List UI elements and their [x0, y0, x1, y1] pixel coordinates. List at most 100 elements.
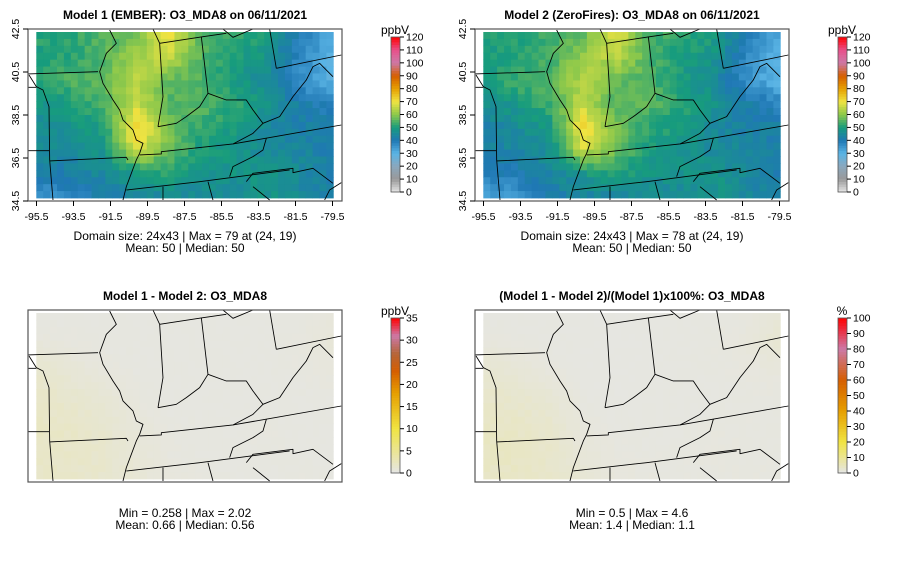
colorbar-segment	[391, 124, 400, 128]
heatmap-cell	[538, 430, 546, 438]
heatmap-cell	[621, 451, 629, 459]
heatmap-cell	[642, 94, 650, 102]
heatmap-cell	[312, 149, 320, 157]
heatmap-cell	[538, 354, 546, 362]
heatmap-cell	[291, 170, 300, 178]
heatmap-cell	[607, 87, 615, 95]
heatmap-cell	[126, 52, 134, 61]
colorbar-segment	[391, 449, 400, 453]
heatmap-cell	[236, 184, 244, 192]
heatmap-cell	[291, 52, 300, 61]
heatmap-cell	[662, 170, 671, 178]
colorbar-segment	[391, 330, 400, 334]
heatmap-cell	[614, 170, 622, 178]
heatmap-cell	[600, 451, 609, 459]
heatmap-cell	[243, 101, 251, 109]
heatmap-cell	[731, 458, 740, 466]
heatmap-cell	[63, 135, 72, 144]
heatmap-cell	[676, 326, 685, 335]
heatmap-cell	[752, 444, 760, 452]
heatmap-cell	[704, 156, 712, 164]
heatmap-cell	[105, 177, 113, 185]
heatmap-cell	[264, 191, 272, 199]
colorbar-segment	[838, 387, 847, 391]
heatmap-cell	[738, 375, 747, 383]
colorbar-segment	[391, 333, 400, 337]
heatmap-cell	[181, 156, 189, 164]
heatmap-cell	[545, 368, 553, 376]
heatmap-cell	[497, 354, 505, 362]
heatmap-cell	[497, 347, 505, 355]
heatmap-cell	[50, 396, 58, 404]
heatmap-cell	[312, 128, 320, 137]
heatmap-cell	[531, 423, 539, 431]
heatmap-cell	[559, 177, 567, 185]
heatmap-cell	[167, 128, 175, 137]
heatmap-cell	[510, 375, 519, 383]
heatmap-cell	[697, 402, 705, 411]
heatmap-cell	[600, 59, 609, 67]
heatmap-cell	[738, 409, 747, 418]
heatmap-cell	[139, 80, 148, 88]
heatmap-cell	[773, 402, 781, 411]
heatmap-cell	[649, 59, 657, 67]
heatmap-cell	[133, 101, 141, 109]
colorbar-tick-label: 90	[853, 328, 865, 340]
heatmap-cell	[745, 52, 754, 61]
heatmap-cell	[635, 319, 643, 328]
heatmap-cell	[573, 326, 581, 335]
heatmap-cell	[662, 177, 671, 185]
heatmap-cell	[43, 465, 51, 473]
heatmap-cell	[264, 170, 272, 178]
heatmap-cell	[278, 163, 286, 171]
heatmap-cell	[552, 444, 560, 452]
heatmap-cell	[683, 472, 691, 480]
heatmap-cell	[662, 319, 671, 328]
heatmap-cell	[112, 326, 120, 335]
heatmap-cell	[773, 52, 781, 61]
heatmap-cell	[725, 347, 733, 355]
heatmap-cell	[264, 333, 272, 342]
heatmap-cell	[126, 472, 134, 480]
heatmap-cell	[600, 101, 609, 109]
heatmap-cell	[483, 191, 491, 199]
heatmap-cell	[490, 389, 498, 397]
heatmap-cell	[580, 170, 588, 178]
heatmap-cell	[167, 45, 175, 54]
colorbar-segment	[838, 431, 847, 435]
heatmap-cell	[278, 368, 286, 376]
colorbar-tick-label: 15	[406, 401, 418, 413]
heatmap-cell	[63, 396, 72, 404]
heatmap-cell	[305, 170, 313, 178]
heatmap-cell	[77, 101, 86, 109]
heatmap-cell	[146, 177, 155, 185]
heatmap-cell	[236, 101, 244, 109]
heatmap-cell	[497, 115, 505, 123]
heatmap-cell	[704, 430, 712, 438]
colorbar-segment	[838, 338, 847, 342]
heatmap-cell	[690, 340, 698, 348]
heatmap-cell	[531, 319, 539, 328]
heatmap-cell	[683, 437, 691, 445]
heatmap-cell	[510, 87, 519, 95]
y-tick-label: 40.5	[457, 62, 469, 83]
heatmap-cell	[105, 451, 113, 459]
heatmap-cell	[305, 472, 313, 480]
heatmap-cell	[326, 59, 334, 67]
heatmap-cell	[133, 66, 141, 74]
heatmap-cell	[497, 430, 505, 438]
heatmap-cell	[504, 149, 512, 157]
heatmap-cell	[174, 382, 182, 390]
heatmap-cell	[146, 444, 155, 452]
heatmap-cell	[326, 354, 334, 362]
heatmap-cell	[635, 402, 643, 411]
heatmap-cell	[759, 101, 767, 109]
heatmap-cell	[538, 163, 546, 171]
heatmap-cell	[174, 375, 182, 383]
heatmap-cell	[718, 382, 726, 390]
heatmap-cell	[70, 389, 79, 397]
heatmap-cell	[36, 52, 44, 61]
heatmap-cell	[57, 444, 65, 452]
heatmap-cell	[63, 52, 72, 61]
heatmap-cell	[573, 121, 581, 130]
